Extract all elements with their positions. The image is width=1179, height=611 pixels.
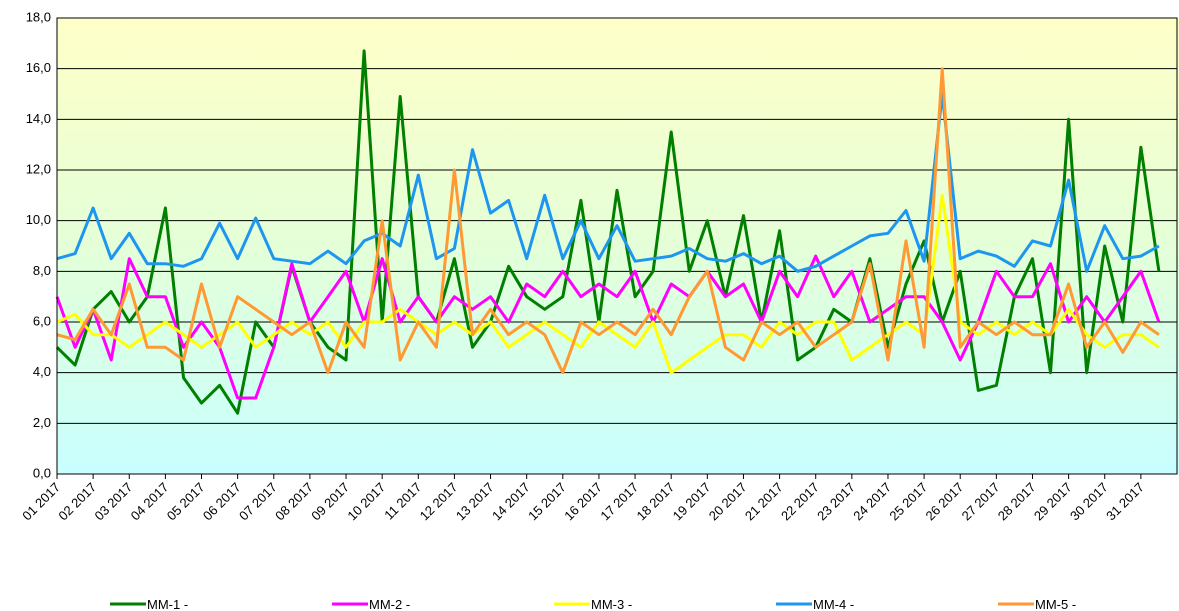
x-tick-label: 28 2017 — [995, 480, 1039, 524]
x-tick-label: 08 2017 — [272, 480, 316, 524]
x-tick-label: 13 2017 — [453, 480, 497, 524]
y-tick-label: 8,0 — [33, 263, 51, 278]
x-tick-label: 07 2017 — [236, 480, 280, 524]
plot-border — [56, 17, 1178, 475]
y-tick-label: 10,0 — [26, 212, 51, 227]
x-tick-label: 05 2017 — [164, 480, 208, 524]
legend-label: MM-3 - — [591, 597, 632, 611]
plot-area — [57, 18, 1179, 474]
x-tick-label: 11 2017 — [381, 480, 424, 523]
x-tick-label: 20 2017 — [706, 480, 750, 524]
y-tick-label: 6,0 — [33, 313, 51, 328]
x-tick-label: 31 2017 — [1103, 480, 1147, 524]
x-tick-label: 25 2017 — [886, 480, 930, 524]
series-line — [56, 92, 1160, 273]
legend-label: MM-5 - — [1035, 597, 1076, 611]
x-tick-label: 03 2017 — [92, 480, 136, 524]
x-tick-label: 30 2017 — [1067, 480, 1111, 524]
y-tick-label: 14,0 — [26, 111, 51, 126]
legend-label: MM-2 - — [369, 597, 410, 611]
x-tick-label: 29 2017 — [1031, 480, 1075, 524]
series-line — [56, 67, 1160, 375]
x-tick-label: 02 2017 — [55, 480, 99, 524]
y-tick-label: 4,0 — [33, 364, 51, 379]
x-tick-label: 09 2017 — [308, 480, 352, 524]
x-tick-label: 24 2017 — [850, 480, 894, 524]
x-tick-label: 06 2017 — [200, 480, 244, 524]
y-tick-label: 0,0 — [33, 465, 51, 480]
x-tick-label: 01 2017 — [19, 480, 63, 524]
y-tick-label: 18,0 — [26, 9, 51, 24]
x-tick-label: 16 2017 — [561, 480, 605, 524]
x-tick-label: 10 2017 — [344, 480, 388, 524]
x-tick-label: 17 2017 — [597, 480, 641, 524]
x-tick-label: 04 2017 — [128, 480, 172, 524]
x-tick-label: 27 2017 — [959, 480, 1003, 524]
x-tick-label: 14 2017 — [489, 480, 533, 524]
legend-label: MM-1 - — [147, 597, 188, 611]
x-tick-label: 19 2017 — [670, 480, 714, 524]
x-tick-label: 23 2017 — [814, 480, 858, 524]
x-tick-label: 18 2017 — [633, 480, 677, 524]
y-tick-label: 16,0 — [26, 60, 51, 75]
x-tick-label: 21 2017 — [742, 480, 786, 524]
y-tick-label: 12,0 — [26, 161, 51, 176]
x-tick-label: 26 2017 — [923, 480, 967, 524]
x-tick-label: 12 2017 — [417, 480, 461, 524]
x-tick-label: 15 2017 — [525, 480, 569, 524]
legend-label: MM-4 - — [813, 597, 854, 611]
x-tick-label: 22 2017 — [778, 480, 822, 524]
y-tick-label: 2,0 — [33, 415, 51, 430]
